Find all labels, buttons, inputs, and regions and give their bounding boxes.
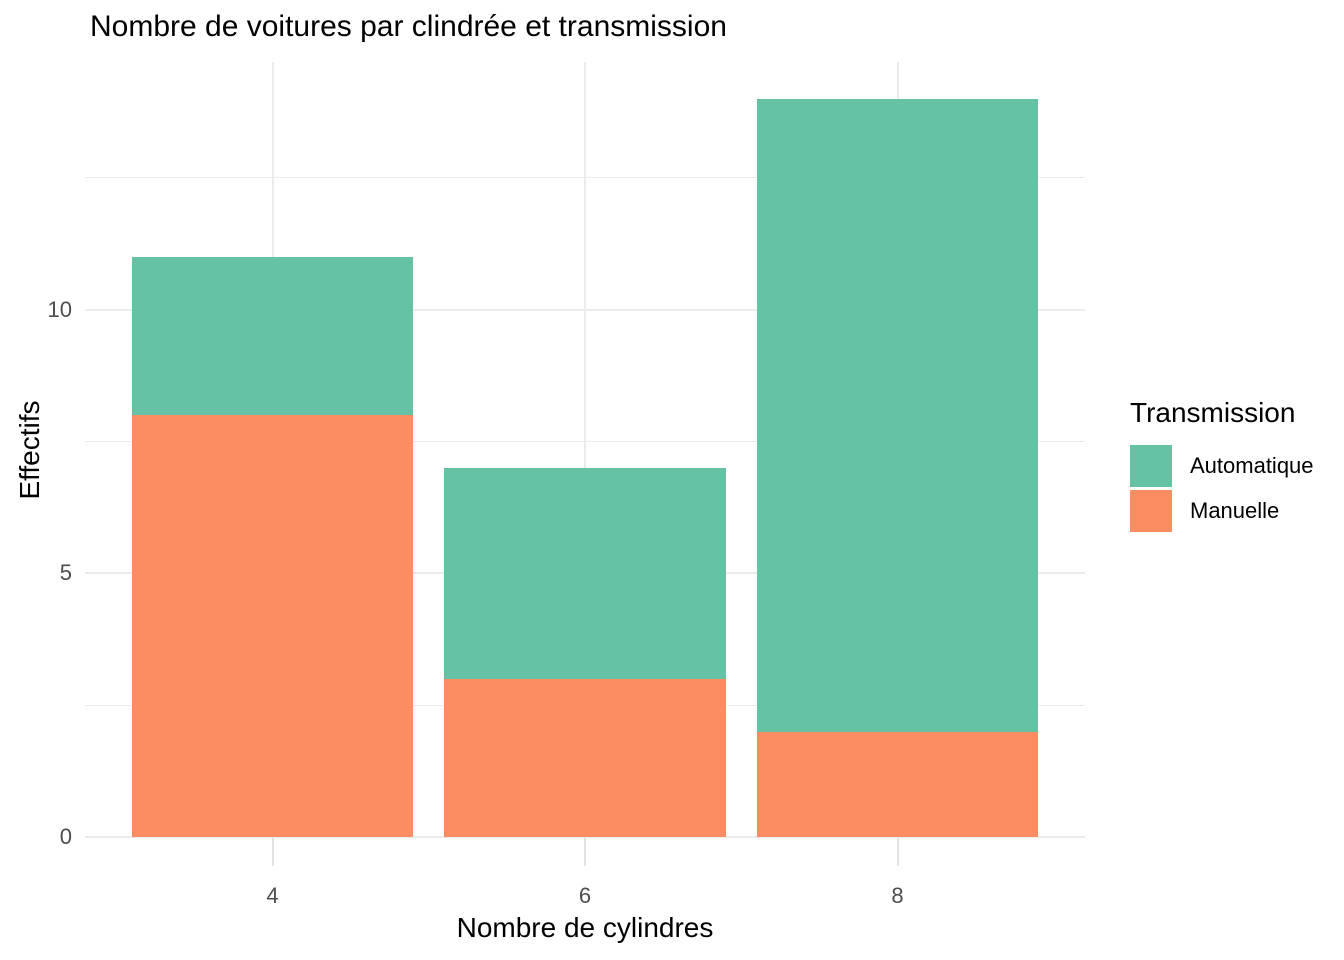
x-axis-title: Nombre de cylindres <box>456 912 714 943</box>
legend: Transmission Automatique Manuelle <box>1130 397 1314 535</box>
x-tick-mark <box>271 838 274 866</box>
legend-swatch-automatique <box>1130 445 1172 487</box>
legend-title: Transmission <box>1130 397 1296 428</box>
x-tick-mark <box>896 838 899 866</box>
legend-label: Manuelle <box>1190 498 1280 523</box>
plot-panel <box>85 62 1085 838</box>
y-axis-title: Effectifs <box>14 400 45 500</box>
legend-items: Automatique Manuelle <box>1130 445 1314 532</box>
x-tick-mark <box>584 838 586 866</box>
y-tick-label: 5 <box>59 560 72 586</box>
gridline-major-x <box>584 62 586 837</box>
legend-label: Automatique <box>1190 453 1314 478</box>
y-tick-label: 10 <box>47 296 72 322</box>
x-tick-label: 6 <box>578 883 592 908</box>
legend-item-manuelle: Manuelle <box>1130 490 1314 532</box>
gridline-major-y <box>85 836 1085 838</box>
plot-title: Nombre de voitures par clindrée et trans… <box>90 10 727 43</box>
bar-segment-8-manuelle <box>756 731 1039 837</box>
legend-swatch-manuelle <box>1130 490 1172 532</box>
y-tick-label: 0 <box>59 824 72 849</box>
bar-segment-4-automatique <box>131 257 414 416</box>
bar-segment-6-automatique <box>444 467 726 679</box>
legend-item-automatique: Automatique <box>1130 445 1314 487</box>
bar-segment-4-manuelle <box>131 415 414 837</box>
x-tick-label: 4 <box>266 883 279 908</box>
bar-segment-8-automatique <box>756 98 1039 732</box>
x-tick-label: 8 <box>891 883 904 908</box>
bar-segment-6-manuelle <box>444 678 726 837</box>
